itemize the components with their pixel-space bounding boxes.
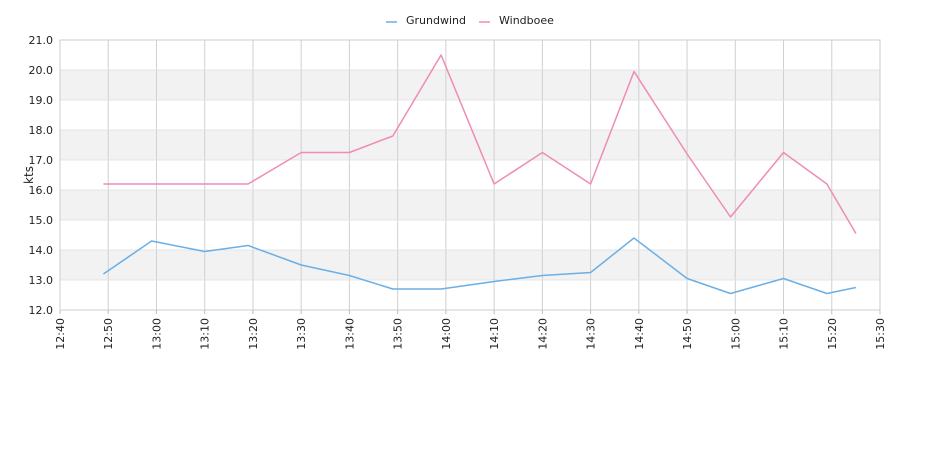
- x-tick-label: 13:40: [343, 318, 356, 350]
- x-tick-label: 13:20: [247, 318, 260, 350]
- plot-area-border: [59, 39, 881, 311]
- grid-band: [60, 130, 880, 160]
- y-tick-label: 21.0: [29, 34, 54, 47]
- series-line-grundwind: [102, 237, 857, 295]
- x-tick-labels: 12:40 12:50 13:00 13:10 13:20 13:30 13:40 13:50…: [54, 318, 887, 350]
- x-tick-label: 12:40: [54, 318, 67, 350]
- x-tick-label: 15:30: [874, 318, 887, 350]
- series-lines: [102, 54, 857, 295]
- series-line-windboee: [103, 54, 857, 234]
- x-tick-label: 14:40: [633, 318, 646, 350]
- x-tick-label: 14:30: [585, 318, 598, 350]
- y-tick-label: 15.0: [29, 214, 54, 227]
- x-tick-label: 12:50: [102, 318, 115, 350]
- y-tick-label: 12.0: [29, 304, 54, 317]
- vertical-gridlines: [59, 40, 881, 314]
- x-tick-label: 14:50: [681, 318, 694, 350]
- legend[interactable]: Grundwind Windboee: [386, 14, 554, 27]
- legend-label: Windboee: [499, 14, 554, 27]
- y-tick-label: 13.0: [29, 274, 54, 287]
- y-tick-label: 19.0: [29, 94, 54, 107]
- grid-band: [60, 250, 880, 280]
- y-tick-label: 14.0: [29, 244, 54, 257]
- x-tick-label: 13:10: [199, 318, 212, 350]
- y-axis-label: kts: [22, 166, 36, 184]
- legend-label: Grundwind: [406, 14, 466, 27]
- x-tick-label: 14:20: [536, 318, 549, 350]
- y-tick-labels: 12.0 13.0 14.0 15.0 16.0 17.0 18.0 19.0 20.0 21.0: [29, 34, 54, 317]
- y-tick-label: 20.0: [29, 64, 54, 77]
- x-tick-label: 13:50: [392, 318, 405, 350]
- x-tick-label: 13:30: [295, 318, 308, 350]
- x-tick-label: 15:00: [729, 318, 742, 350]
- grid-band: [60, 70, 880, 100]
- legend-item-grundwind[interactable]: Grundwind: [386, 14, 466, 27]
- x-tick-label: 13:00: [150, 318, 163, 350]
- grid-band: [60, 190, 880, 220]
- x-tick-label: 15:10: [778, 318, 791, 350]
- y-tick-label: 17.0: [29, 154, 54, 167]
- y-tick-label: 18.0: [29, 124, 54, 137]
- legend-item-windboee[interactable]: Windboee: [479, 14, 554, 27]
- x-tick-label: 15:20: [826, 318, 839, 350]
- y-tick-label: 16.0: [29, 184, 54, 197]
- x-tick-label: 14:00: [440, 318, 453, 350]
- plot-bands: [60, 70, 880, 280]
- x-tick-label: 14:10: [488, 318, 501, 350]
